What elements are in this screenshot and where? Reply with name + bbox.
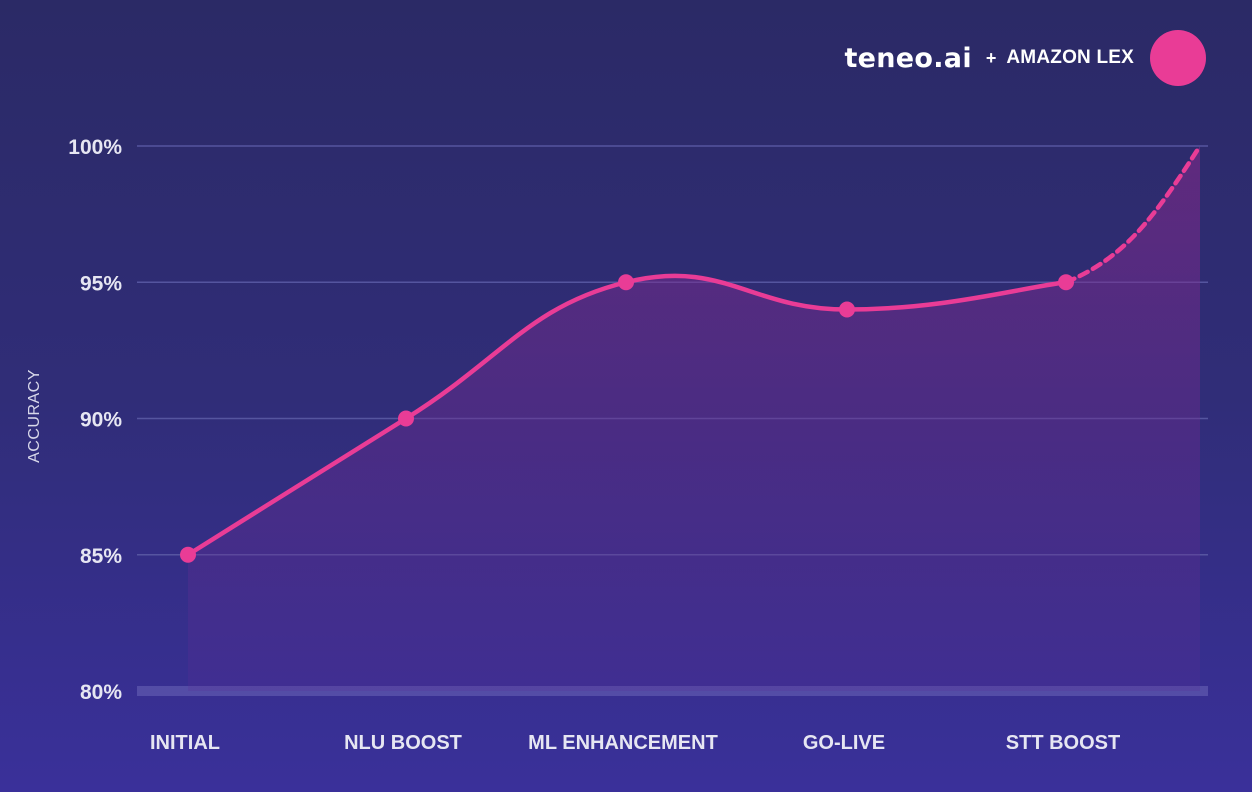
series-area: [188, 146, 1200, 691]
data-point: [618, 274, 634, 291]
data-point: [398, 410, 414, 427]
y-axis-ticks: 80% 85% 90% 95% 100%: [68, 136, 122, 704]
brand-partner: AMAZON LEX: [1006, 47, 1134, 68]
x-tick-label: GO-LIVE: [803, 732, 885, 754]
y-axis-label: ACCURACY: [26, 369, 43, 463]
series-line-solid: [185, 273, 1069, 557]
x-axis-ticks: INITIAL NLU BOOST ML ENHANCEMENT GO-LIVE STT…: [150, 732, 1120, 754]
y-tick-label: 85%: [80, 545, 122, 568]
brand-dot-icon: [1150, 30, 1206, 86]
x-tick-label: STT BOOST: [1006, 732, 1120, 754]
data-point: [839, 301, 855, 318]
data-point: [180, 546, 196, 563]
x-tick-label: NLU BOOST: [344, 732, 462, 754]
teneo-logo: teneo.ai: [844, 42, 972, 74]
series-line: [185, 143, 1203, 557]
brand: teneo.ai + AMAZON LEX: [844, 30, 1206, 86]
data-points: [180, 274, 1074, 563]
x-tick-label: INITIAL: [150, 732, 220, 754]
brand-plus: +: [985, 47, 997, 68]
y-tick-label: 95%: [80, 272, 122, 295]
y-tick-label: 90%: [80, 409, 122, 432]
y-tick-label: 80%: [80, 681, 122, 704]
projection-line-dashed: [1063, 143, 1203, 285]
area-fill: [188, 146, 1200, 691]
y-tick-label: 100%: [68, 136, 122, 159]
x-tick-label: ML ENHANCEMENT: [528, 732, 718, 754]
data-point: [1058, 274, 1074, 291]
